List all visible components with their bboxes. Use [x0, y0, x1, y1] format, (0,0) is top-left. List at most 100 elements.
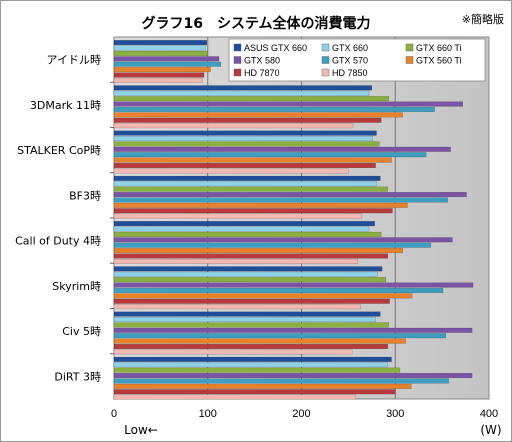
x-tick-label: 400: [480, 408, 498, 420]
bar: [113, 282, 474, 288]
x-tick-label: 100: [199, 408, 217, 420]
legend-swatch: [233, 43, 242, 52]
chart-title: グラフ16 システム全体の消費電力: [141, 15, 370, 32]
bar: [113, 106, 435, 112]
legend-entry: GTX 660 Ti: [416, 43, 462, 53]
x-axis-label-low: Low←: [124, 423, 158, 437]
bar: [113, 56, 220, 62]
bar: [113, 117, 382, 123]
category-label: BF3時: [69, 189, 101, 202]
bar: [113, 96, 389, 102]
bar: [113, 298, 390, 304]
bar: [113, 317, 376, 323]
bar: [113, 383, 412, 389]
legend-box: [228, 38, 486, 82]
bar: [113, 231, 382, 237]
bar: [113, 271, 378, 277]
legend-entry: ASUS GTX 660: [244, 43, 307, 53]
legend-entry: HD 7850: [332, 68, 368, 78]
bar: [113, 213, 362, 219]
legend-entry: GTX 570: [332, 56, 368, 66]
legend-entry: GTX 580: [244, 56, 280, 66]
bar: [113, 202, 408, 208]
bar: [113, 72, 205, 78]
bar: [113, 373, 473, 379]
bar: [113, 242, 432, 248]
category-labels: アイドル時 3DMark 11時 STALKER CoP時 BF3時 Call of D…: [15, 54, 101, 384]
legend-swatch: [321, 68, 330, 77]
bar: [113, 362, 388, 368]
bar: [113, 253, 388, 259]
category-label: Civ 5時: [62, 325, 101, 338]
bar: [113, 181, 377, 187]
bar: [113, 248, 403, 254]
legend-swatch: [233, 68, 242, 77]
bar: [113, 344, 388, 350]
legend-swatch: [233, 56, 242, 64]
bar: [113, 258, 358, 264]
x-tick-label: 300: [386, 408, 404, 420]
bar: [113, 168, 349, 174]
bar: [113, 356, 392, 362]
bar: [113, 208, 393, 214]
legend: ASUS GTX 660 GTX 660 GTX 660 Ti GTX 580 GTX …: [228, 38, 486, 82]
bar: [113, 101, 463, 107]
bar: [113, 287, 444, 293]
bar: [113, 349, 353, 355]
bar: [113, 186, 388, 192]
bar: [113, 192, 467, 198]
bar: [113, 394, 357, 400]
bar: [113, 67, 211, 73]
bar: [113, 162, 376, 168]
category-label: DiRT 3時: [54, 370, 101, 383]
category-label: STALKER CoP時: [17, 144, 101, 157]
chart-note: ※簡略版: [462, 12, 504, 26]
bar: [113, 45, 207, 51]
category-label: Call of Duty 4時: [15, 235, 101, 248]
category-label: 3DMark 11時: [30, 99, 101, 112]
bar: [113, 197, 448, 203]
x-tick-label: 200: [292, 408, 310, 420]
bar: [113, 85, 373, 91]
bar: [113, 112, 403, 118]
legend-swatch: [405, 56, 414, 64]
bar: [113, 226, 370, 232]
bar: [113, 293, 413, 299]
bar: [113, 130, 377, 136]
bar: [113, 175, 381, 181]
bar: [113, 152, 427, 158]
bar: [113, 77, 203, 83]
bar: [113, 237, 453, 243]
bar: [113, 327, 473, 333]
bar: [113, 135, 373, 141]
category-label: アイドル時: [47, 54, 101, 67]
bar: [113, 146, 451, 152]
bar: [113, 311, 381, 317]
bars: [113, 40, 474, 400]
bar: [113, 322, 389, 328]
legend-swatch: [321, 43, 330, 52]
bar: [113, 40, 208, 46]
legend-entry: GTX 660: [332, 43, 368, 53]
bar: [113, 157, 392, 163]
category-label: Skyrim時: [52, 280, 101, 293]
legend-swatch: [321, 56, 330, 64]
bar: [113, 338, 406, 344]
legend-entry: GTX 560 Ti: [416, 56, 462, 66]
bar: [113, 333, 447, 339]
bar: [113, 304, 361, 310]
bar: [113, 277, 387, 283]
legend-swatch: [405, 43, 414, 52]
bar: [113, 50, 208, 56]
bar: [113, 221, 375, 227]
x-axis-label-unit: (W): [480, 423, 501, 437]
bar: [113, 389, 396, 395]
bar: [113, 123, 354, 129]
x-tick-labels: 0 100 200 300 400: [111, 408, 498, 420]
legend-entry: HD 7870: [244, 68, 280, 78]
bar: [113, 266, 383, 272]
bar: [113, 378, 449, 384]
x-tick-label: 0: [111, 408, 117, 420]
